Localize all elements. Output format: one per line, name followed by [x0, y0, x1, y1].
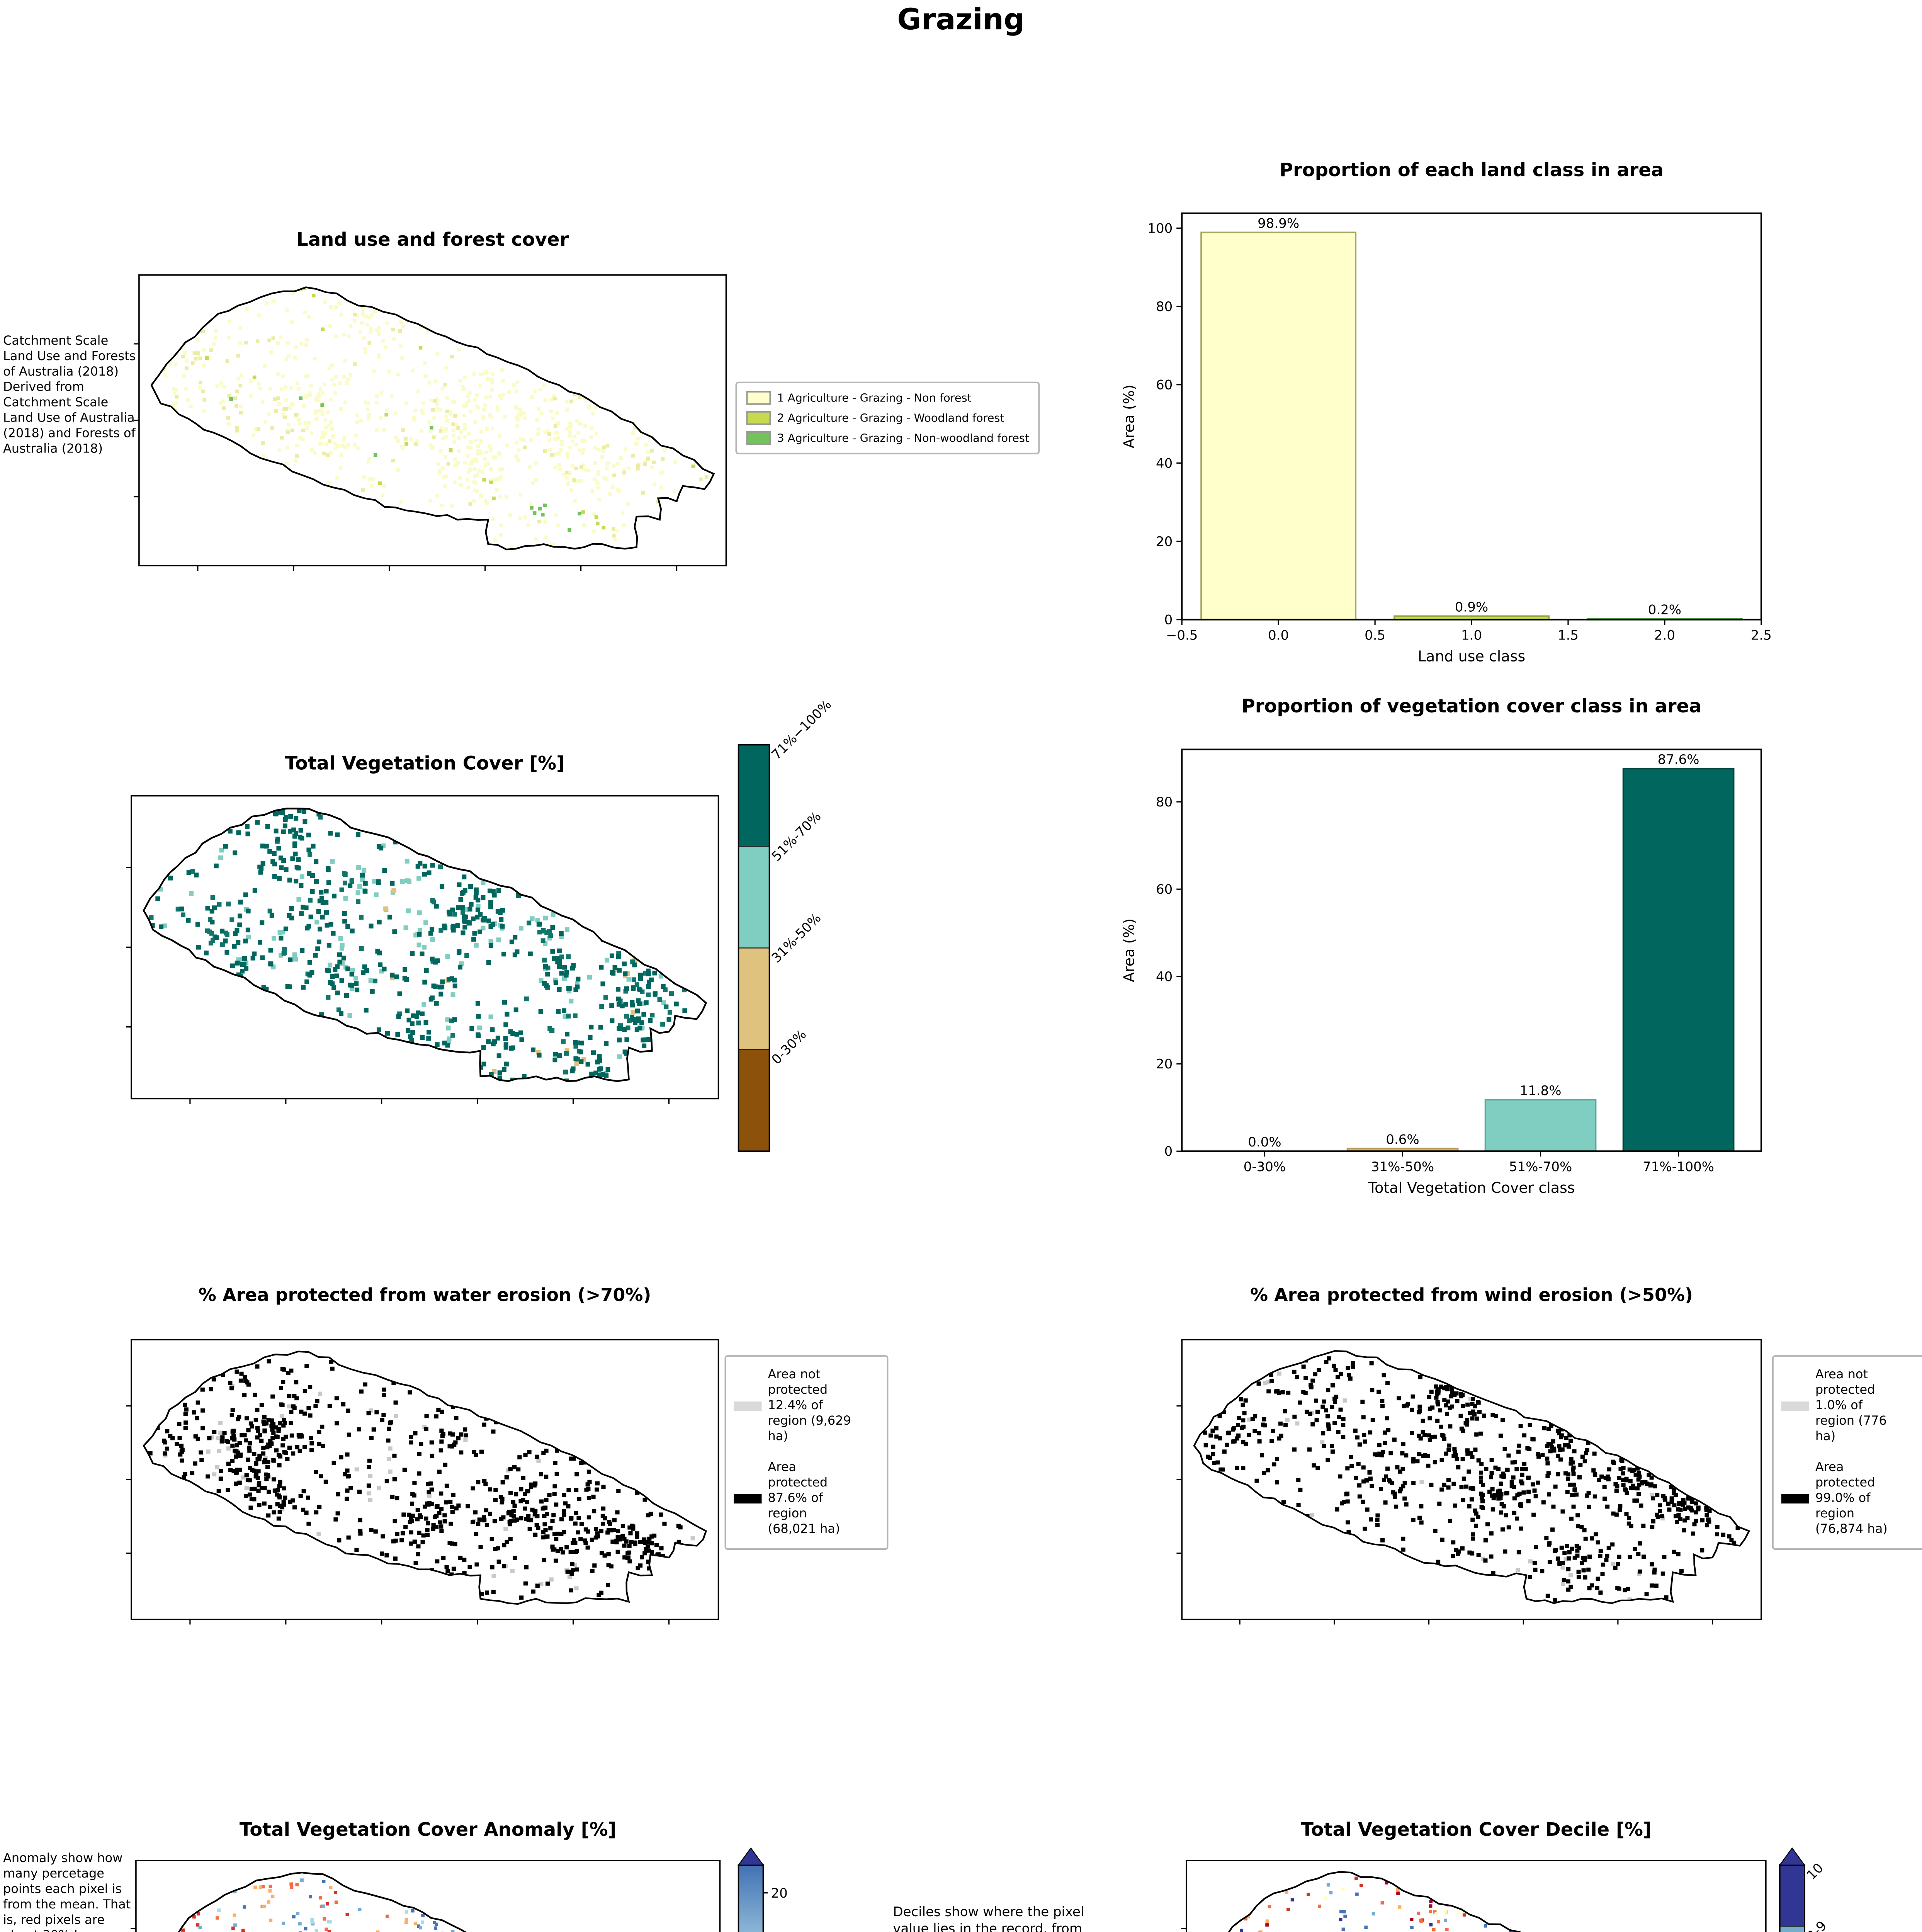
legend-swatch-woodland: [746, 411, 771, 425]
svg-text:0.6%: 0.6%: [1386, 1132, 1419, 1147]
svg-text:1.0: 1.0: [1461, 628, 1482, 643]
legend-swatch-non-woodland: [746, 431, 771, 445]
veg-cover-map-title: Total Vegetation Cover [%]: [285, 752, 565, 774]
svg-text:40: 40: [1156, 456, 1173, 471]
veg-cover-map: [126, 795, 719, 1104]
svg-text:1.5: 1.5: [1558, 628, 1579, 643]
svg-text:0: 0: [1164, 612, 1173, 628]
veg-cover-colorbar: 71%−100% 51%-70% 31%-50% 0-30%: [738, 697, 834, 1152]
legend-item: Area not protected 1.0% of region (776 h…: [1781, 1367, 1922, 1445]
svg-text:31%-50%: 31%-50%: [769, 910, 824, 966]
land-use-legend: 1 Agriculture - Grazing - Non forest 2 A…: [735, 381, 1040, 454]
svg-text:71%-100%: 71%-100%: [1643, 1159, 1714, 1175]
legend-label: 2 Agriculture - Grazing - Woodland fores…: [777, 411, 1004, 425]
decile-map: [1181, 1860, 1767, 1932]
svg-text:8-9: 8-9: [1804, 1918, 1830, 1932]
legend-label: 1 Agriculture - Grazing - Non forest: [777, 391, 972, 405]
svg-text:Total Vegetation Cover class: Total Vegetation Cover class: [1368, 1179, 1575, 1196]
svg-text:Land use class: Land use class: [1418, 648, 1525, 665]
legend-item: Area not protected 12.4% of region (9,62…: [734, 1367, 879, 1445]
page-title: Grazing: [897, 3, 1025, 37]
anomaly-map: [130, 1860, 721, 1932]
svg-text:0-30%: 0-30%: [769, 1027, 810, 1068]
svg-text:71%−100%: 71%−100%: [769, 697, 835, 763]
land-class-chart-title: Proportion of each land class in area: [1279, 159, 1664, 181]
svg-text:80: 80: [1156, 299, 1173, 315]
legend-label: Area protected 99.0% of region (76,874 h…: [1815, 1460, 1888, 1536]
legend-swatch-protected: [1781, 1494, 1809, 1504]
svg-text:60: 60: [1156, 882, 1173, 897]
land-use-map-title: Land use and forest cover: [296, 228, 569, 250]
svg-text:10: 10: [1804, 1860, 1827, 1883]
svg-text:0: 0: [1164, 1144, 1173, 1159]
decile-colorbar: 108-94-72-31: [1779, 1847, 1830, 1932]
legend-swatch-not-protected: [1781, 1401, 1809, 1411]
veg-class-bar-chart: 0.0% 0.6% 11.8% 87.6% 0 20 40 60 80 0-30% 31%-50% 5…: [1120, 748, 1762, 1196]
svg-text:100: 100: [1147, 221, 1173, 236]
legend-item: Area protected 87.6% of region (68,021 h…: [734, 1460, 879, 1537]
wind-erosion-map: [1176, 1339, 1762, 1625]
anomaly-colorbar: 20100−10−20: [738, 1847, 788, 1932]
water-erosion-map: [126, 1339, 719, 1625]
svg-text:0.0%: 0.0%: [1248, 1134, 1281, 1150]
wind-erosion-map-title: % Area protected from wind erosion (>50%…: [1250, 1284, 1693, 1306]
svg-text:11.8%: 11.8%: [1520, 1083, 1562, 1099]
veg-class-chart-title: Proportion of vegetation cover class in …: [1241, 695, 1702, 717]
svg-text:Area (%): Area (%): [1120, 384, 1137, 448]
water-erosion-map-title: % Area protected from water erosion (>70…: [198, 1284, 651, 1306]
svg-text:60: 60: [1156, 378, 1173, 393]
legend-item: Area protected 99.0% of region (76,874 h…: [1781, 1460, 1922, 1537]
svg-text:Area (%): Area (%): [1120, 918, 1137, 982]
svg-text:80: 80: [1156, 794, 1173, 810]
legend-label: Area protected 87.6% of region (68,021 h…: [768, 1460, 840, 1536]
svg-text:20: 20: [1156, 1056, 1173, 1072]
land-class-bar-chart: 98.9% 0.9% 0.2% 0 20 40 60 80 100 −0.5 0.0 0.5 1.0 1.…: [1120, 212, 1772, 665]
anomaly-map-title: Total Vegetation Cover Anomaly [%]: [239, 1818, 617, 1840]
svg-text:20: 20: [771, 1886, 788, 1901]
legend-swatch-not-protected: [734, 1401, 762, 1411]
svg-text:2.5: 2.5: [1751, 628, 1772, 643]
svg-text:51%-70%: 51%-70%: [1509, 1159, 1572, 1175]
legend-item: 1 Agriculture - Grazing - Non forest: [746, 391, 1030, 405]
legend-label: 3 Agriculture - Grazing - Non-woodland f…: [777, 431, 1030, 445]
svg-text:87.6%: 87.6%: [1658, 752, 1699, 767]
svg-text:0-30%: 0-30%: [1244, 1159, 1286, 1175]
svg-text:−0.5: −0.5: [1166, 628, 1198, 643]
land-use-map: [133, 274, 727, 571]
anomaly-note: Anomaly show how many percetage points e…: [3, 1851, 131, 1932]
wind-erosion-legend: Area not protected 1.0% of region (776 h…: [1772, 1355, 1922, 1550]
svg-text:98.9%: 98.9%: [1258, 216, 1299, 231]
decile-map-title: Total Vegetation Cover Decile [%]: [1301, 1818, 1652, 1840]
svg-text:0.2%: 0.2%: [1648, 602, 1681, 618]
legend-swatch-protected: [734, 1494, 762, 1504]
svg-text:51%-70%: 51%-70%: [769, 809, 824, 864]
svg-text:0.5: 0.5: [1365, 628, 1385, 643]
water-erosion-legend: Area not protected 12.4% of region (9,62…: [724, 1355, 889, 1550]
legend-label: Area not protected 12.4% of region (9,62…: [768, 1367, 851, 1444]
decile-note: Deciles show where the pixel value lies …: [893, 1905, 1084, 1932]
svg-text:40: 40: [1156, 969, 1173, 985]
svg-text:0.0: 0.0: [1268, 628, 1289, 643]
legend-item: 3 Agriculture - Grazing - Non-woodland f…: [746, 431, 1030, 445]
svg-text:0.9%: 0.9%: [1455, 599, 1488, 615]
legend-swatch-non-forest: [746, 391, 771, 405]
legend-label: Area not protected 1.0% of region (776 h…: [1815, 1367, 1887, 1444]
legend-item: 2 Agriculture - Grazing - Woodland fores…: [746, 411, 1030, 425]
land-use-source-note: Catchment Scale Land Use and Forests of …: [3, 333, 136, 456]
svg-text:20: 20: [1156, 534, 1173, 549]
svg-text:31%-50%: 31%-50%: [1371, 1159, 1434, 1175]
svg-text:2.0: 2.0: [1654, 628, 1675, 643]
